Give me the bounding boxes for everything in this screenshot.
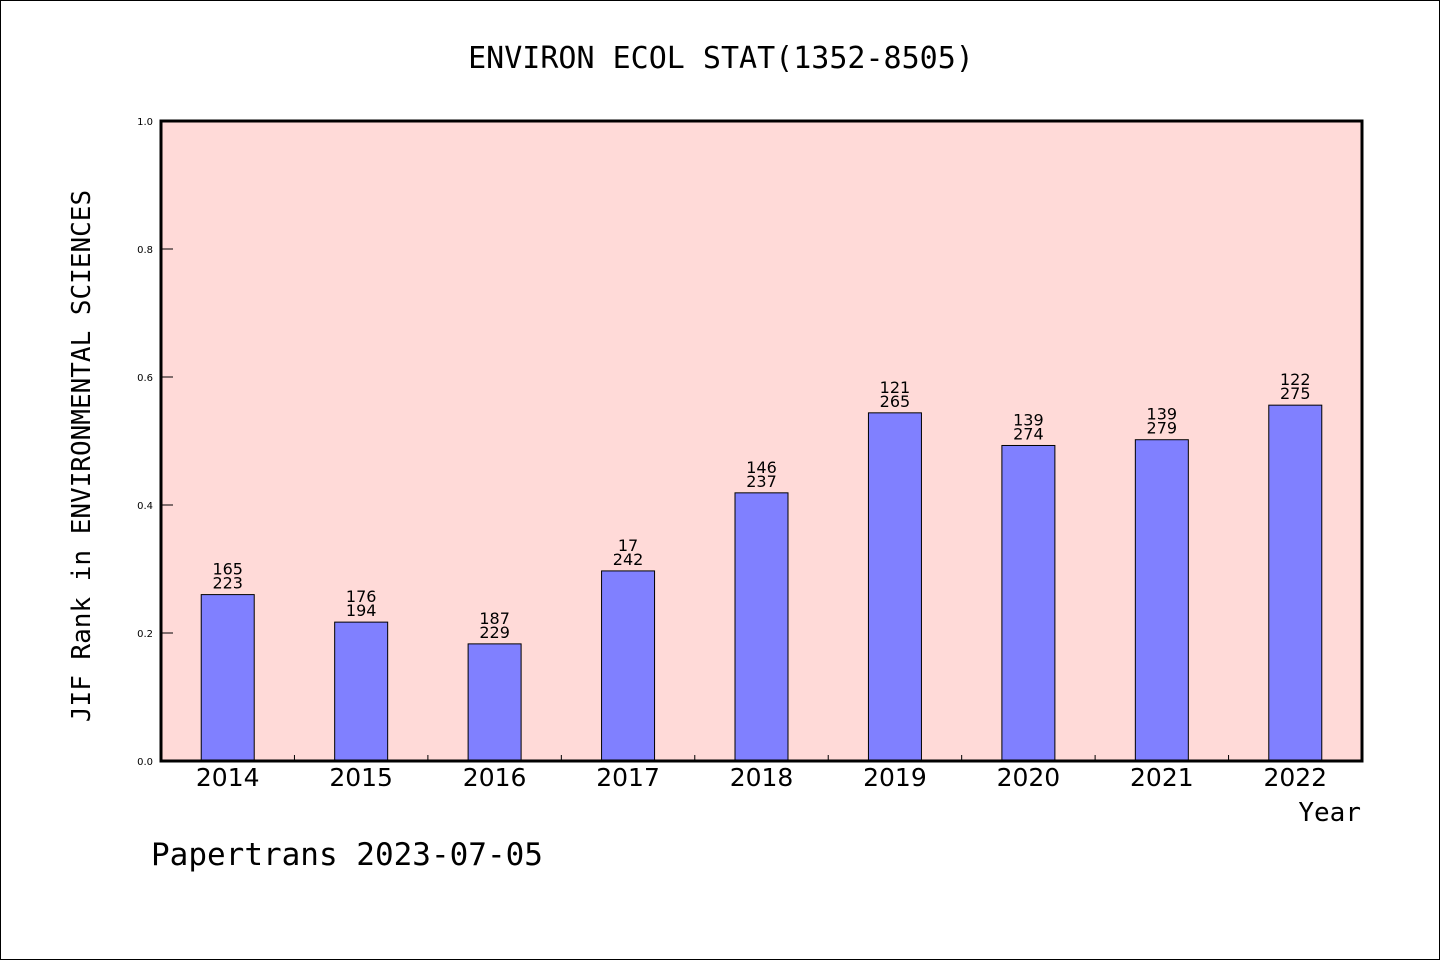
x-tick-label-2015: 2015	[329, 763, 393, 792]
x-tick-label-2014: 2014	[196, 763, 260, 792]
y-tick-label-0.6: 0.6	[137, 373, 153, 384]
bar-2021	[1134, 439, 1189, 762]
bar-label-2016-total: 229	[479, 623, 510, 642]
y-tick-label-0.8: 0.8	[137, 245, 153, 256]
bar-label-2021-total: 279	[1147, 419, 1178, 438]
bar-2015	[334, 621, 389, 762]
plot-border	[159, 119, 1364, 763]
x-axis-ticks: 2014 2015 2016 2017 2018 2019 2020 2021 2022	[196, 755, 1327, 792]
bar-label-2016-rank: 187	[479, 609, 510, 628]
bar-label-2022-total: 275	[1280, 384, 1311, 403]
y-axis-label: JIF Rank in ENVIRONMENTAL SCIENCES	[67, 190, 97, 722]
y-tick-label-0.2: 0.2	[137, 629, 153, 640]
x-tick-label-2017: 2017	[596, 763, 660, 792]
bar-2018	[734, 492, 789, 762]
bar-label-2015-total: 194	[346, 601, 377, 620]
bar-label-2020-rank: 139	[1013, 410, 1044, 429]
bar-label-2017-total: 242	[613, 550, 644, 569]
y-tick-label-0.4: 0.4	[137, 501, 153, 512]
footer-credit: Papertrans 2023-07-05	[151, 837, 543, 873]
bar-label-2017-rank: 17	[618, 536, 638, 555]
x-tick-label-2016: 2016	[463, 763, 527, 792]
bar-label-2018-total: 237	[746, 472, 777, 491]
bar-label-2018-rank: 146	[746, 458, 777, 477]
bar-label-2019-total: 265	[880, 392, 911, 411]
y-tick-label-1.0: 1.0	[137, 117, 153, 128]
bar-label-2015-rank: 176	[346, 587, 377, 606]
x-tick-label-2021: 2021	[1130, 763, 1194, 792]
bars-group	[200, 404, 1323, 762]
bar-label-2022-rank: 122	[1280, 370, 1311, 389]
x-tick-label-2020: 2020	[997, 763, 1061, 792]
x-axis-label: Year	[1298, 798, 1361, 828]
bar-label-2021-rank: 139	[1147, 405, 1178, 424]
y-tick-label-0.0: 0.0	[137, 757, 153, 768]
bar-2019	[867, 412, 922, 762]
bar-label-2014-rank: 165	[212, 560, 243, 579]
bar-2022	[1268, 404, 1323, 762]
x-tick-label-2019: 2019	[863, 763, 927, 792]
bar-2016	[467, 643, 522, 762]
bar-2020	[1001, 444, 1056, 762]
bar-2017	[601, 570, 656, 762]
x-tick-label-2022: 2022	[1263, 763, 1327, 792]
bar-label-2019-rank: 121	[880, 378, 911, 397]
bar-label-2014-total: 223	[212, 574, 243, 593]
chart-title: ENVIRON ECOL STAT(1352-8505)	[468, 41, 974, 76]
x-tick-label-2018: 2018	[730, 763, 794, 792]
bar-label-2020-total: 274	[1013, 424, 1044, 443]
bar-2014	[200, 594, 255, 762]
